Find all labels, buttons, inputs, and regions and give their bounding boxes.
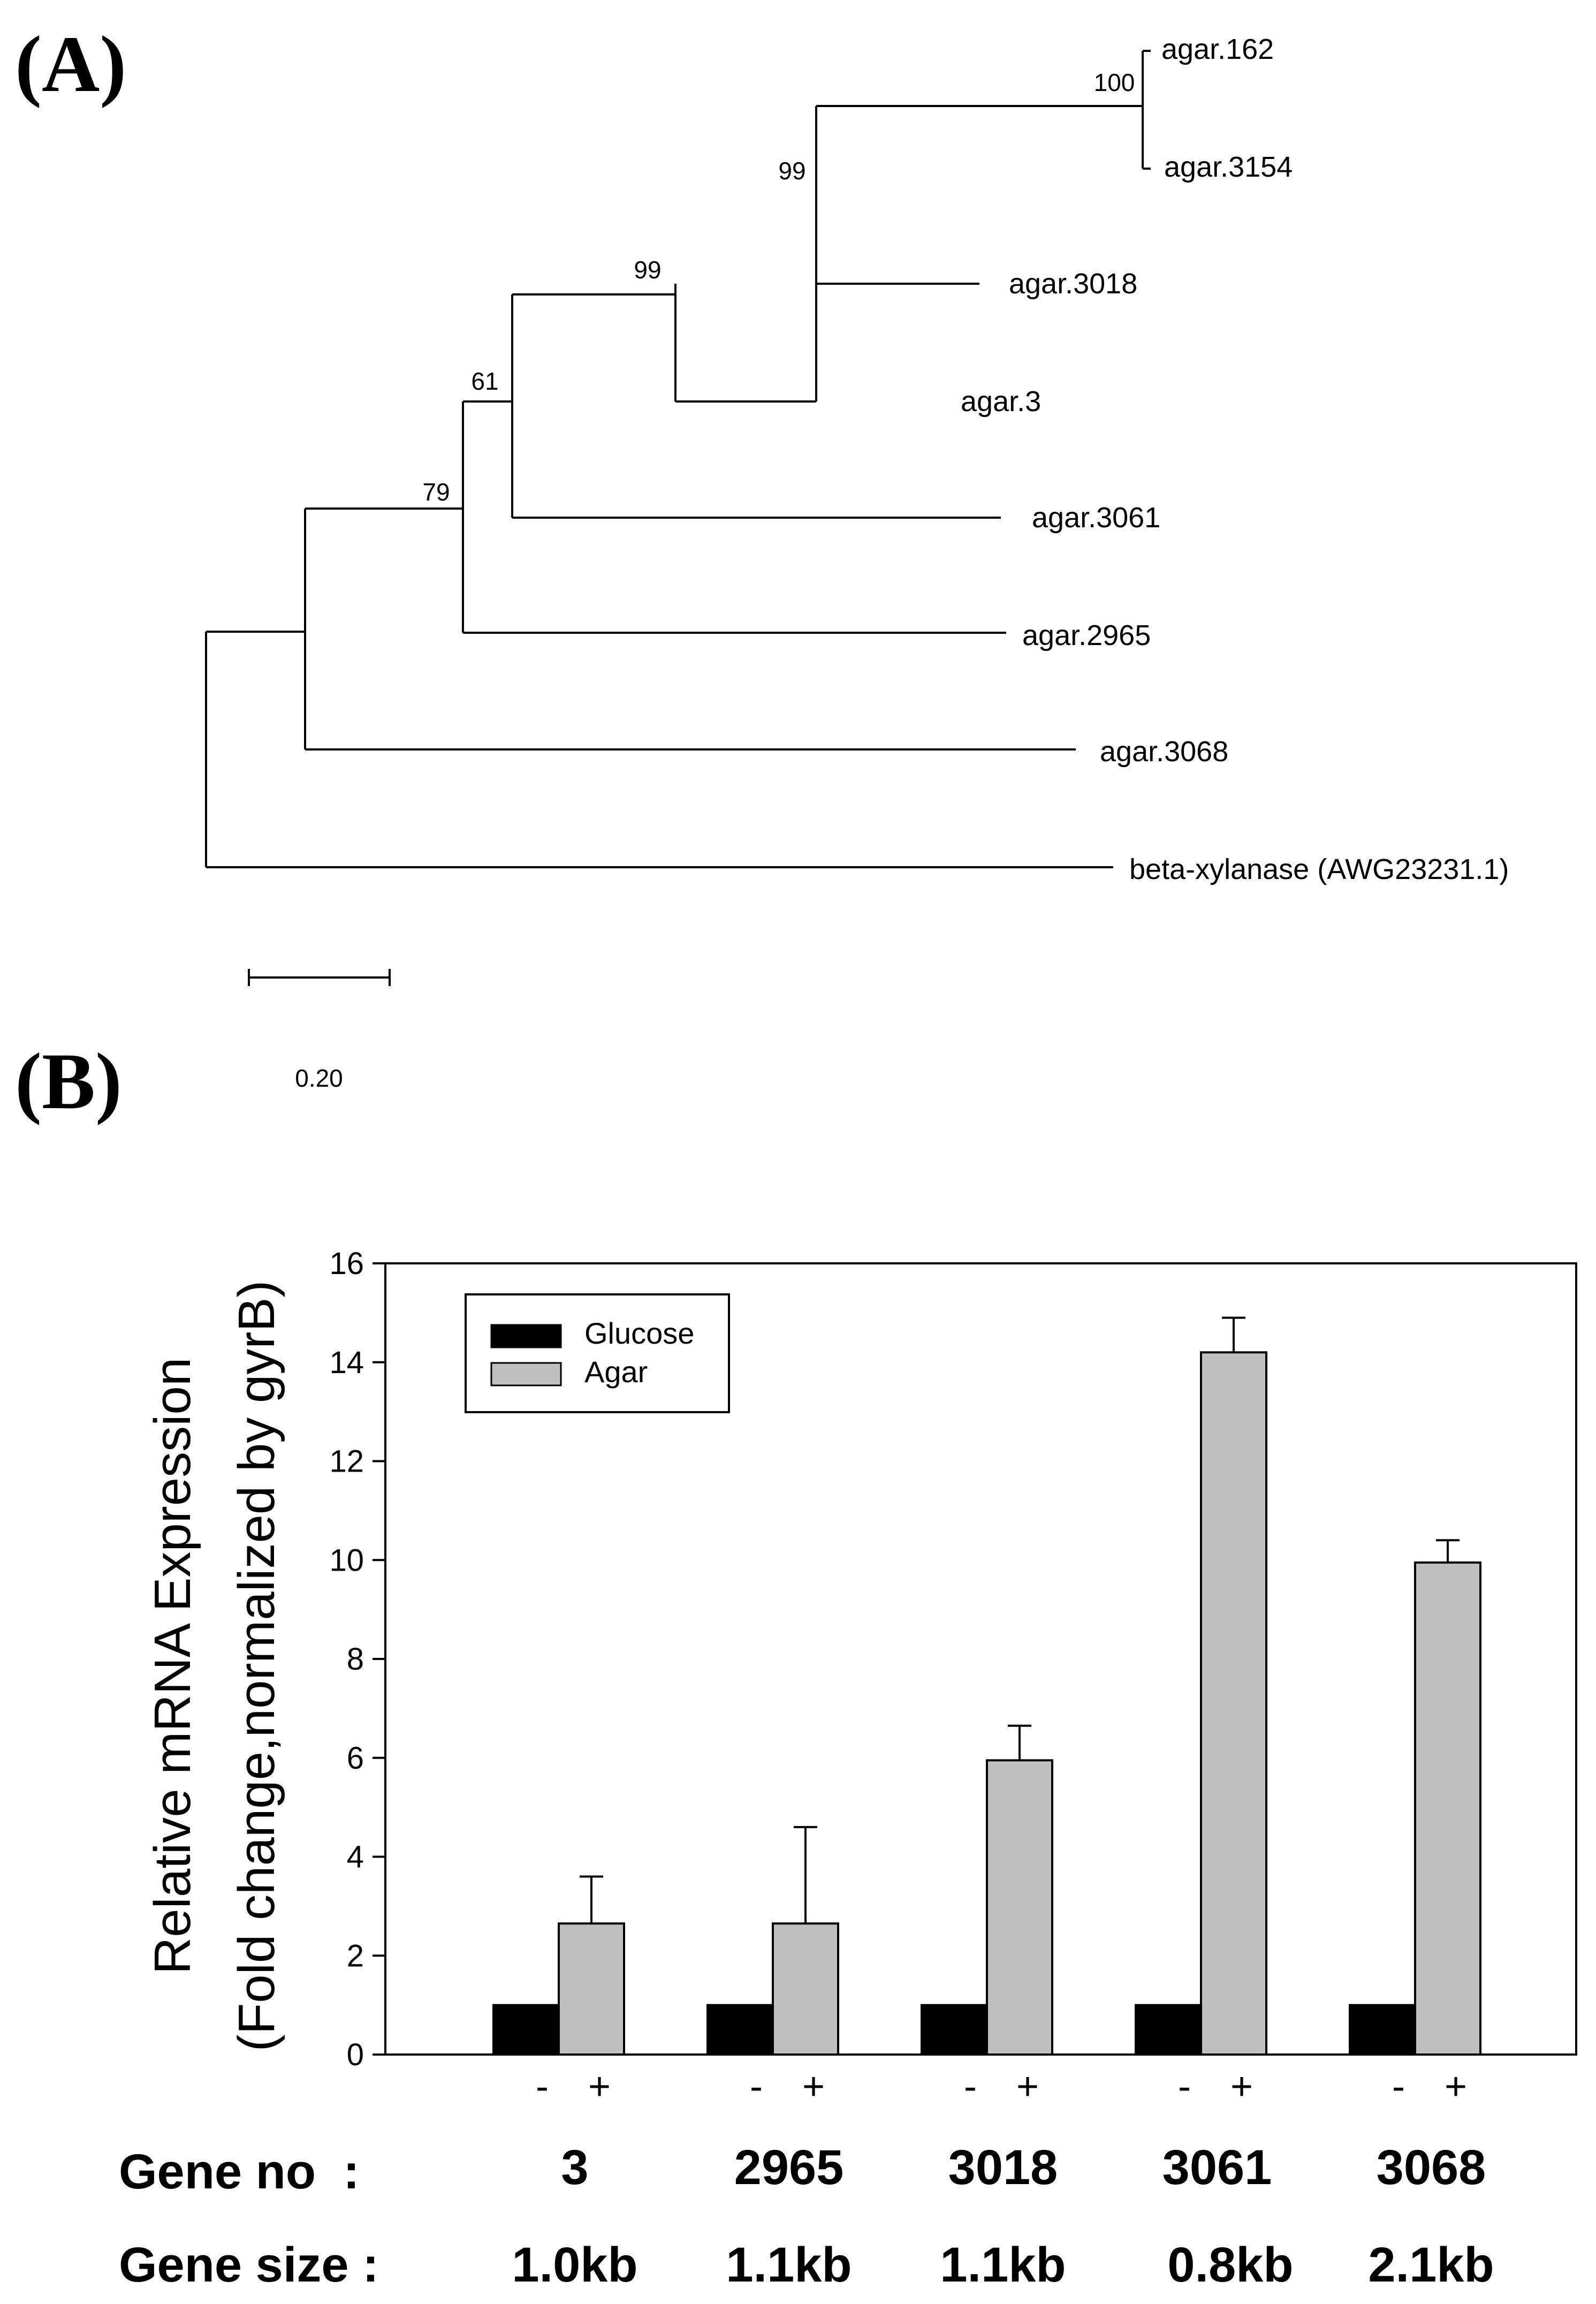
leaf-label: agar.3018: [1009, 268, 1137, 300]
bootstrap-value: 99: [634, 256, 661, 284]
scale-bar: [248, 969, 391, 986]
bar-agar: [772, 1922, 839, 2056]
condition-mark-minus: -: [1178, 2065, 1191, 2108]
bar-chart: Relative mRNA Expression (Fold change,no…: [144, 1246, 1577, 2292]
legend-swatch-agar: [490, 1362, 562, 1386]
y-tick-label: 10: [329, 1543, 364, 1578]
panel-a-label: (A): [15, 20, 126, 109]
panel-b-label: (B): [15, 1037, 122, 1126]
gene-no-row-label: Gene no :: [119, 2144, 360, 2199]
leaf-label: agar.3154: [1164, 151, 1293, 183]
category-label: 3068: [1377, 2140, 1486, 2195]
leaf-labels: agar.162 agar.3154 agar.3018 agar.3 agar…: [961, 33, 1509, 885]
leaf-label: agar.3068: [1100, 736, 1228, 768]
y-tick-label: 14: [329, 1345, 364, 1380]
legend-swatch-glucose: [490, 1324, 562, 1348]
bootstrap-value: 99: [778, 157, 805, 185]
category-label: 3: [561, 2140, 588, 2195]
legend: Glucose Agar: [465, 1293, 730, 1413]
category-label: 3018: [948, 2140, 1058, 2195]
y-axis-label-line1: Relative mRNA Expression: [144, 1358, 201, 1974]
condition-mark-plus: +: [1016, 2065, 1039, 2108]
gene-size-label: 1.1kb: [940, 2238, 1066, 2292]
y-tick-label: 8: [347, 1642, 364, 1677]
bar-agar: [558, 1922, 625, 2056]
y-axis-label-line2: (Fold change,normalized by gyrB): [228, 1280, 285, 2052]
y-tick-label: 6: [347, 1741, 364, 1776]
gene-size-label: 2.1kb: [1368, 2238, 1494, 2292]
y-tick-label: 12: [329, 1444, 364, 1479]
scale-bar-label: 0.20: [295, 1064, 343, 1092]
bar-glucose: [492, 2004, 560, 2056]
condition-mark-minus: -: [964, 2065, 977, 2108]
bootstrap-value: 79: [422, 478, 450, 506]
phylogenetic-tree: [205, 50, 1151, 868]
y-tick-label: 4: [347, 1840, 364, 1875]
legend-label-agar: Agar: [584, 1355, 648, 1389]
leaf-label: agar.3061: [1032, 502, 1160, 534]
bootstrap-value: 61: [471, 367, 498, 395]
condition-mark-plus: +: [1230, 2065, 1253, 2108]
gene-size-row-label: Gene size :: [119, 2238, 379, 2292]
condition-mark-plus: +: [588, 2065, 611, 2108]
gene-size-label: 1.1kb: [726, 2238, 852, 2292]
leaf-label: agar.2965: [1022, 619, 1151, 651]
condition-mark-minus: -: [536, 2065, 549, 2108]
bar-glucose: [1135, 2004, 1202, 2056]
y-tick-label: 16: [329, 1246, 364, 1281]
condition-mark-plus: +: [1445, 2065, 1467, 2108]
bar-agar: [1414, 1561, 1481, 2056]
category-label: 3061: [1162, 2140, 1272, 2195]
y-tick-label: 2: [347, 1938, 364, 1973]
condition-mark-plus: +: [802, 2065, 825, 2108]
condition-mark-minus: -: [750, 2065, 763, 2108]
gene-size-label: 0.8kb: [1167, 2238, 1293, 2292]
condition-mark-minus: -: [1392, 2065, 1405, 2108]
leaf-label: agar.162: [1161, 33, 1274, 65]
bar-glucose: [921, 2004, 988, 2056]
bootstrap-value: 100: [1094, 69, 1135, 96]
leaf-label: agar.3: [961, 385, 1041, 418]
bar-agar: [1200, 1351, 1267, 2056]
gene-size-label: 1.0kb: [512, 2238, 637, 2292]
legend-box: [465, 1293, 730, 1413]
bar-glucose: [1349, 2004, 1416, 2056]
bootstrap-values: 100 99 99 61 79: [422, 69, 1135, 506]
leaf-label: beta-xylanase (AWG23231.1): [1129, 853, 1509, 885]
legend-label-glucose: Glucose: [584, 1316, 694, 1350]
category-label: 2965: [734, 2140, 844, 2195]
bar-agar: [986, 1759, 1053, 2056]
bar-glucose: [706, 2004, 774, 2056]
y-tick-label: 0: [347, 2037, 364, 2072]
